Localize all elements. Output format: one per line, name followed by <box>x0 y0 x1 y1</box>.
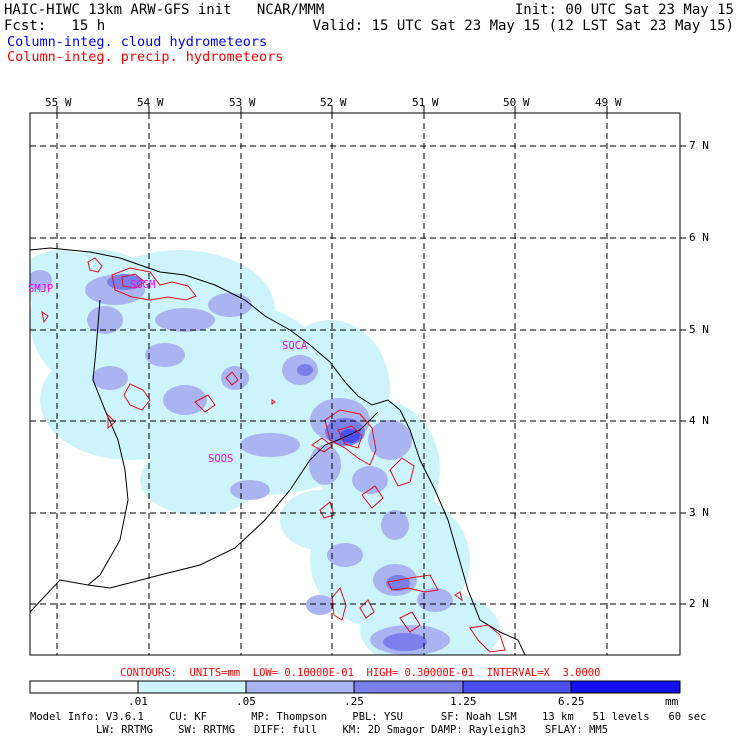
contour-info: CONTOURS: UNITS=mm LOW= 0.10000E-01 HIGH… <box>120 667 601 679</box>
model-info-line1: Model Info: V3.6.1 CU: KF MP: Thompson P… <box>30 711 707 723</box>
cloud-field-title: Column-integ. cloud hydrometeors <box>7 34 268 50</box>
lon-label: 51 W <box>412 96 439 109</box>
colorbar-tick: .25 <box>344 695 364 708</box>
lat-label: 6 N <box>689 231 709 244</box>
lon-label: 53 W <box>229 96 256 109</box>
coastline <box>30 247 526 655</box>
lat-label: 4 N <box>689 414 709 427</box>
station-label-soca: SOCA <box>282 340 308 352</box>
colorbar-tick: .05 <box>236 695 256 708</box>
lon-label: 49 W <box>595 96 622 109</box>
lon-label: 50 W <box>503 96 530 109</box>
station-label-sogm: SOGM <box>130 279 156 291</box>
model-info-line2: LW: RRTMG SW: RRTMG DIFF: full KM: 2D Sm… <box>96 724 609 736</box>
map-frame <box>29 112 681 656</box>
lat-label: 2 N <box>689 597 709 610</box>
lat-lon-grid <box>30 113 680 655</box>
colorbar-unit: mm <box>665 695 679 708</box>
country-border <box>30 579 89 613</box>
lon-label: 54 W <box>137 96 164 109</box>
station-label-smjp: SMJP <box>28 283 54 295</box>
lat-label: 7 N <box>689 139 709 152</box>
lat-label: 3 N <box>689 506 709 519</box>
init-time: Init: 00 UTC Sat 23 May 15 <box>514 2 734 18</box>
lat-label: 5 N <box>689 323 709 336</box>
colorbar-tick: .01 <box>128 695 148 708</box>
precip-contours <box>41 257 506 653</box>
lon-label: 52 W <box>320 96 347 109</box>
precip-field-title: Column-integ. precip. hydrometeors <box>7 49 284 65</box>
forecast-hour: Fcst: 15 h <box>4 18 106 34</box>
station-label-soos: SOOS <box>208 453 234 465</box>
colorbar-tick: 1.25 <box>450 695 477 708</box>
lon-label: 55 W <box>45 96 72 109</box>
valid-time: Valid: 15 UTC Sat 23 May 15 (12 LST Sat … <box>312 18 734 34</box>
colorbar <box>29 680 681 694</box>
colorbar-tick: 6.25 <box>558 695 585 708</box>
model-title: HAIC-HIWC 13km ARW-GFS init NCAR/MMM <box>4 2 325 18</box>
